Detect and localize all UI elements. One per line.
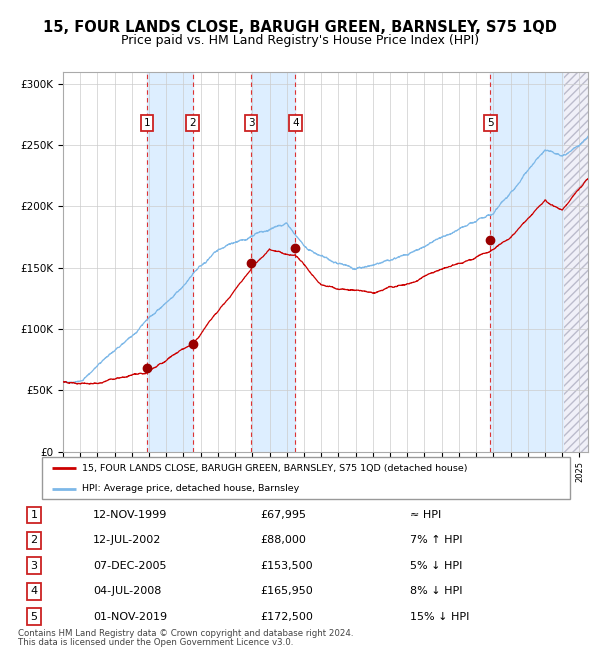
Text: 2: 2 xyxy=(31,536,38,545)
Text: 04-JUL-2008: 04-JUL-2008 xyxy=(93,586,161,596)
Text: 7% ↑ HPI: 7% ↑ HPI xyxy=(410,536,462,545)
Text: This data is licensed under the Open Government Licence v3.0.: This data is licensed under the Open Gov… xyxy=(18,638,293,647)
Text: 2: 2 xyxy=(190,118,196,128)
Text: 5: 5 xyxy=(31,612,38,621)
Bar xyxy=(563,72,588,452)
Text: 3: 3 xyxy=(248,118,254,128)
Text: 4: 4 xyxy=(31,586,38,596)
Text: 1: 1 xyxy=(31,510,38,520)
Text: 01-NOV-2019: 01-NOV-2019 xyxy=(93,612,167,621)
Text: 15% ↓ HPI: 15% ↓ HPI xyxy=(410,612,469,621)
Text: £153,500: £153,500 xyxy=(260,561,313,571)
Text: 12-JUL-2002: 12-JUL-2002 xyxy=(93,536,161,545)
Text: £172,500: £172,500 xyxy=(260,612,313,621)
Text: 07-DEC-2005: 07-DEC-2005 xyxy=(93,561,166,571)
Text: Contains HM Land Registry data © Crown copyright and database right 2024.: Contains HM Land Registry data © Crown c… xyxy=(18,629,353,638)
Text: 3: 3 xyxy=(31,561,38,571)
Text: 5% ↓ HPI: 5% ↓ HPI xyxy=(410,561,462,571)
FancyBboxPatch shape xyxy=(42,457,570,499)
Text: £165,950: £165,950 xyxy=(260,586,313,596)
Text: 15, FOUR LANDS CLOSE, BARUGH GREEN, BARNSLEY, S75 1QD (detached house): 15, FOUR LANDS CLOSE, BARUGH GREEN, BARN… xyxy=(82,464,467,473)
Text: ≈ HPI: ≈ HPI xyxy=(410,510,441,520)
Text: 5: 5 xyxy=(487,118,494,128)
Text: Price paid vs. HM Land Registry's House Price Index (HPI): Price paid vs. HM Land Registry's House … xyxy=(121,34,479,47)
Text: HPI: Average price, detached house, Barnsley: HPI: Average price, detached house, Barn… xyxy=(82,484,299,493)
Bar xyxy=(251,72,295,452)
Text: 15, FOUR LANDS CLOSE, BARUGH GREEN, BARNSLEY, S75 1QD: 15, FOUR LANDS CLOSE, BARUGH GREEN, BARN… xyxy=(43,20,557,36)
Text: £67,995: £67,995 xyxy=(260,510,306,520)
Bar xyxy=(490,72,563,452)
Text: 8% ↓ HPI: 8% ↓ HPI xyxy=(410,586,462,596)
Text: 4: 4 xyxy=(292,118,299,128)
Text: 12-NOV-1999: 12-NOV-1999 xyxy=(93,510,167,520)
Text: £88,000: £88,000 xyxy=(260,536,306,545)
Text: 1: 1 xyxy=(143,118,150,128)
Bar xyxy=(147,72,193,452)
